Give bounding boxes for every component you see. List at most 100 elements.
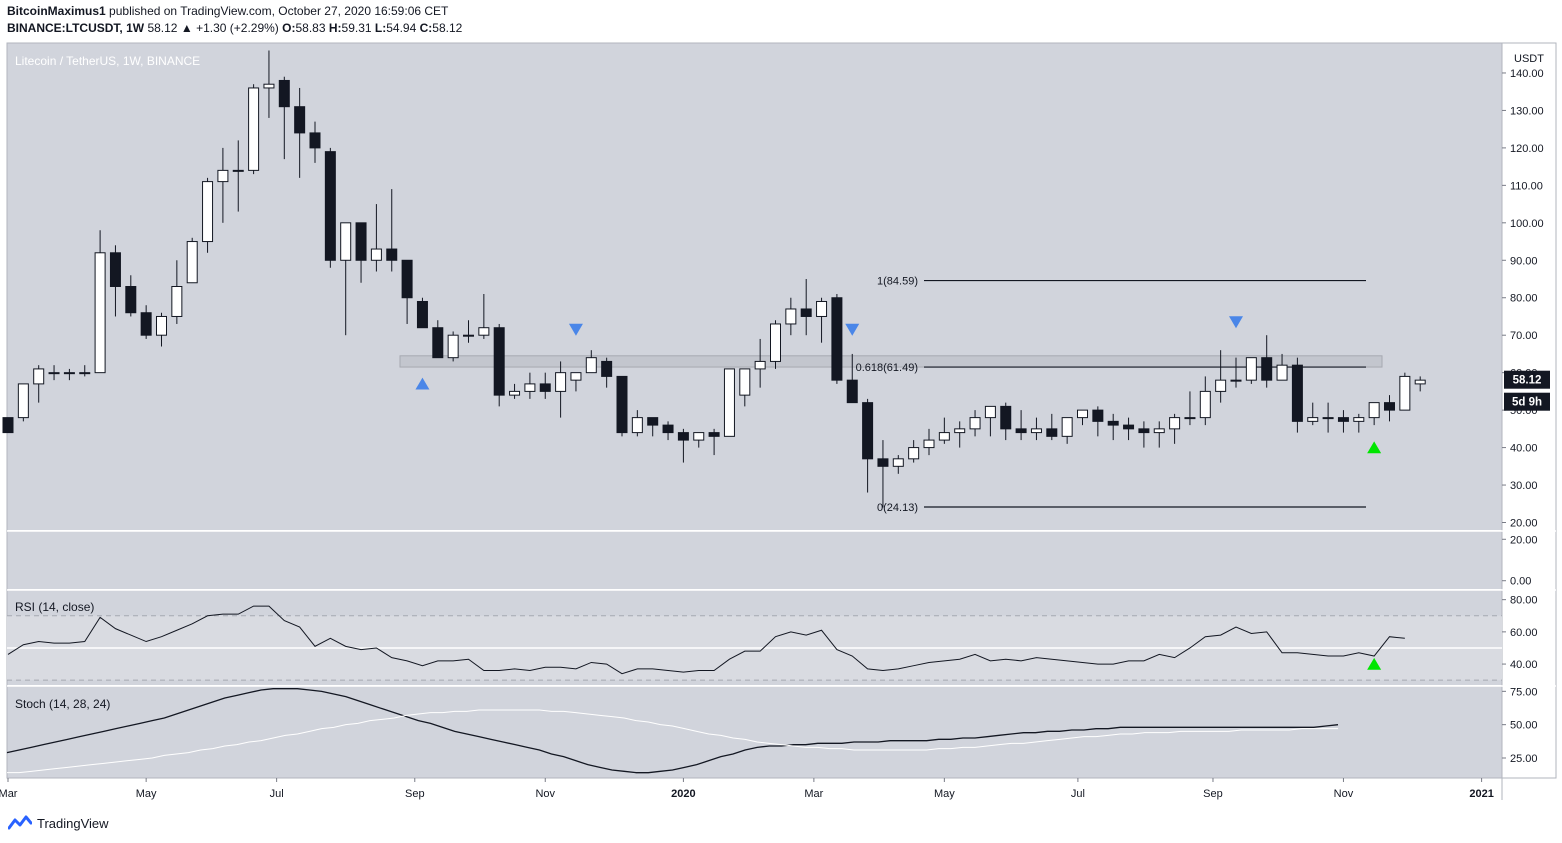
candle-71 — [1092, 406, 1104, 437]
candle-74 — [1138, 421, 1150, 448]
candle-body — [923, 439, 935, 449]
candle-body — [324, 151, 336, 261]
x-tick-label: Jul — [270, 788, 284, 800]
candle-63 — [969, 410, 981, 437]
candle-49 — [754, 338, 766, 388]
candle-body — [785, 308, 797, 325]
candle-body — [1307, 417, 1319, 422]
candle-5 — [79, 365, 91, 377]
candle-72 — [1107, 413, 1119, 441]
fib-level-label: 0.618(61.49) — [856, 362, 918, 374]
candle-32 — [493, 323, 505, 407]
candle-34 — [524, 372, 536, 399]
candle-body — [1092, 409, 1104, 422]
y-tick-label: 120.00 — [1510, 143, 1544, 155]
candle-body — [1276, 364, 1288, 381]
y-tick-label: 90.00 — [1510, 255, 1538, 267]
candle-body — [938, 432, 950, 441]
candle-body — [1322, 417, 1334, 420]
pane-bg-3 — [7, 686, 1502, 778]
candle-body — [647, 417, 659, 426]
countdown-tag — [1504, 392, 1550, 411]
candle-body — [754, 360, 766, 370]
candle-body — [800, 308, 812, 317]
x-tick-label: Mar — [804, 788, 823, 800]
candle-body — [524, 383, 536, 392]
close-label: C: — [419, 21, 433, 35]
candle-1 — [17, 383, 29, 422]
candle-body — [1061, 417, 1073, 437]
candle-body — [1414, 379, 1426, 385]
x-tick-label: May — [136, 788, 157, 800]
y-tick-label: 50.00 — [1510, 720, 1538, 732]
change-arrow-icon: ▲ — [180, 21, 193, 35]
candle-body — [463, 334, 474, 337]
candle-15 — [232, 140, 244, 212]
candle-body — [63, 372, 75, 375]
candle-46 — [708, 428, 720, 456]
candle-7 — [109, 245, 121, 317]
candle-body — [186, 241, 198, 284]
candle-body — [416, 300, 428, 329]
author-name[interactable]: BitcoinMaximus1 — [7, 4, 106, 18]
candle-68 — [1046, 413, 1058, 441]
x-tick-label: Jul — [1071, 788, 1085, 800]
candle-52 — [800, 279, 812, 336]
candle-body — [616, 375, 628, 434]
candle-body — [202, 181, 214, 243]
candle-86 — [1322, 402, 1334, 433]
candle-body — [17, 383, 29, 419]
candle-78 — [1199, 376, 1211, 426]
candle-body — [217, 169, 229, 183]
candle-14 — [217, 147, 229, 223]
x-tick-label: 2020 — [671, 788, 695, 800]
candle-22 — [340, 222, 352, 336]
y-tick-label: 70.00 — [1510, 330, 1538, 342]
y-tick-label: 25.00 — [1510, 753, 1538, 765]
candle-body — [1015, 428, 1027, 434]
x-tick-label: 2021 — [1469, 788, 1493, 800]
candle-body — [1030, 428, 1042, 434]
candle-53 — [816, 297, 828, 343]
stoch-d-line — [7, 709, 1338, 774]
candle-body — [1199, 390, 1211, 419]
candle-45 — [693, 432, 705, 448]
x-tick-label: Sep — [405, 788, 425, 800]
tradingview-brand[interactable]: TradingView — [8, 815, 109, 831]
y-tick-label: 40.00 — [1510, 659, 1538, 671]
candle-body — [892, 458, 904, 467]
candle-41 — [631, 410, 643, 437]
x-tick-label: Mar — [0, 788, 18, 800]
marker-up-green-icon — [1367, 441, 1382, 454]
candle-body — [156, 315, 167, 336]
candle-body — [969, 417, 981, 430]
candle-35 — [539, 372, 551, 399]
low-value: 54.94 — [386, 21, 417, 35]
candle-body — [739, 368, 751, 396]
candle-70 — [1077, 409, 1088, 426]
rsi-title: RSI (14, close) — [15, 600, 94, 614]
candle-body — [94, 252, 106, 374]
candle-body — [831, 297, 843, 381]
candle-body — [908, 447, 920, 460]
candle-body — [984, 405, 996, 419]
candle-89 — [1368, 402, 1380, 426]
candle-56 — [862, 398, 874, 493]
x-tick-label: Nov — [535, 788, 555, 800]
candle-2 — [33, 365, 45, 403]
candle-87 — [1337, 410, 1349, 433]
high-label: H: — [328, 21, 342, 35]
candle-body — [677, 432, 689, 441]
candle-body — [248, 87, 260, 171]
resistance-zone — [399, 355, 1383, 368]
stoch-k-line — [6, 688, 1339, 774]
candle-body — [1215, 379, 1227, 392]
y-tick-label: 130.00 — [1510, 105, 1544, 117]
bar-countdown: 5d 9h — [1512, 397, 1542, 409]
candle-48 — [739, 368, 751, 407]
candle-body — [723, 368, 735, 437]
candle-body — [370, 248, 382, 261]
candle-54 — [831, 293, 843, 384]
y-tick-label: 140.00 — [1510, 68, 1544, 80]
